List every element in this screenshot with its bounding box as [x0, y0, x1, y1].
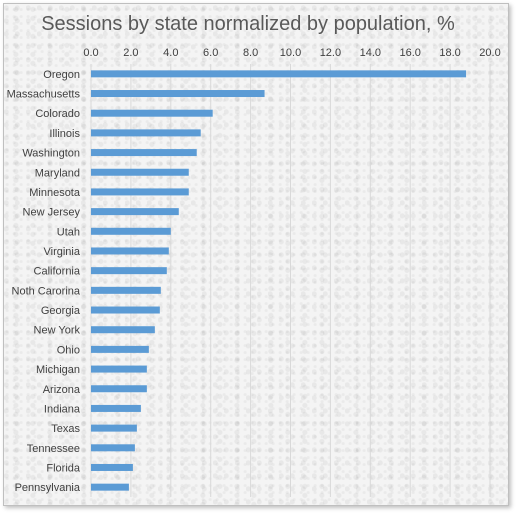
- x-tick-label: 12.0: [320, 47, 341, 59]
- category-labels: Oregon Massachusetts Colorado Illinois Washi…: [7, 69, 81, 494]
- bar: [91, 188, 189, 196]
- x-tick-label: 6.0: [203, 47, 218, 59]
- x-tick-label: 2.0: [123, 47, 138, 59]
- bar: [91, 227, 171, 235]
- bar: [91, 90, 265, 98]
- bar: [91, 286, 161, 294]
- bar: [91, 168, 189, 176]
- category-label: New Jersey: [23, 207, 81, 219]
- category-label: Colorado: [35, 108, 80, 120]
- category-label: Indiana: [44, 403, 81, 415]
- x-tick-label: 8.0: [243, 47, 258, 59]
- bar: [91, 463, 133, 471]
- category-label: Minnesota: [29, 187, 81, 199]
- bar: [91, 149, 197, 157]
- category-label: Illinois: [49, 128, 80, 140]
- category-label: California: [34, 266, 81, 278]
- category-label: Ohio: [57, 344, 80, 356]
- bar: [91, 345, 149, 353]
- bar: [91, 306, 160, 314]
- bar: [91, 109, 213, 117]
- category-label: Texas: [51, 423, 80, 435]
- x-tick-label: 16.0: [399, 47, 420, 59]
- category-label: Oregon: [43, 69, 80, 81]
- x-axis-ticks: 0.0 2.0 4.0 6.0 8.0 10.0 12.0 14.0 16.0 18.0 20.0: [83, 47, 500, 59]
- bar: [91, 247, 169, 255]
- category-label: Pennsylvania: [15, 482, 81, 494]
- x-tick-label: 10.0: [280, 47, 301, 59]
- category-label: Michigan: [36, 364, 80, 376]
- bar: [91, 70, 467, 78]
- category-label: Utah: [57, 226, 80, 238]
- category-label: Tennessee: [27, 443, 80, 455]
- category-label: New York: [34, 325, 81, 337]
- x-tick-label: 14.0: [360, 47, 381, 59]
- x-tick-label: 4.0: [163, 47, 178, 59]
- x-tick-label: 0.0: [83, 47, 98, 59]
- category-label: Florida: [46, 462, 81, 474]
- bar: [91, 424, 137, 432]
- bar: [91, 326, 155, 334]
- chart-frame: [3, 3, 509, 506]
- bar: [91, 267, 167, 275]
- bar: [91, 444, 135, 452]
- x-tick-label: 18.0: [439, 47, 460, 59]
- category-label: Noth Carorina: [12, 285, 81, 297]
- x-tick-label: 20.0: [479, 47, 500, 59]
- bar: [91, 365, 147, 373]
- category-label: Maryland: [35, 167, 80, 179]
- bar: [91, 129, 201, 137]
- category-label: Georgia: [41, 305, 81, 317]
- bar: [91, 385, 147, 393]
- gridlines: [90, 64, 491, 497]
- bar: [91, 483, 129, 491]
- bar: [91, 208, 179, 216]
- category-label: Virginia: [44, 246, 81, 258]
- category-label: Arizona: [43, 384, 81, 396]
- bar: [91, 404, 141, 412]
- chart-title: Sessions by state normalized by populati…: [41, 13, 455, 35]
- bars: [91, 70, 467, 491]
- category-label: Washington: [22, 148, 80, 160]
- category-label: Massachusetts: [7, 89, 81, 101]
